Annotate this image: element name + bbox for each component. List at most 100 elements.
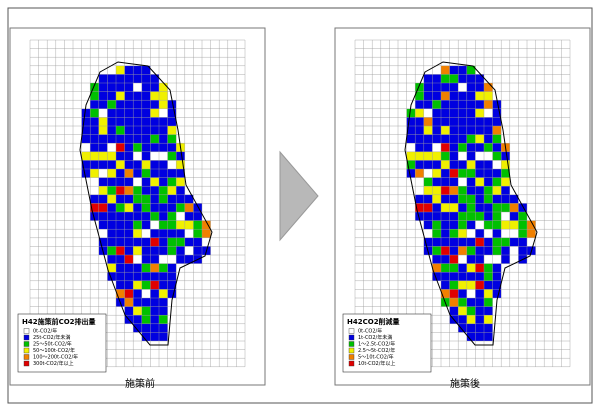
- map-cell: [415, 143, 424, 152]
- map-cell: [98, 134, 108, 144]
- map-cell: [159, 237, 168, 247]
- map-cell: [423, 151, 433, 161]
- map-cell: [81, 134, 91, 144]
- map-cell: [475, 91, 484, 101]
- map-cell: [124, 203, 134, 212]
- map-cell: [449, 203, 459, 212]
- map-cell: [167, 134, 177, 144]
- map-cell: [406, 151, 416, 161]
- map-cell: [449, 289, 459, 298]
- map-cell: [484, 280, 493, 290]
- map-cell: [141, 212, 151, 221]
- map-cell: [484, 237, 493, 247]
- map-cell: [141, 323, 151, 333]
- map-cell: [475, 151, 484, 161]
- map-cell: [141, 315, 151, 324]
- map-cell: [432, 117, 441, 126]
- map-cell: [133, 255, 142, 264]
- legend-swatch: [348, 334, 355, 341]
- map-cell: [484, 212, 493, 221]
- map-cell: [159, 280, 168, 290]
- map-cell: [107, 100, 116, 109]
- map-cell: [176, 169, 185, 178]
- map-cell: [167, 126, 177, 135]
- map-cell: [475, 177, 484, 187]
- map-cell: [441, 100, 450, 109]
- map-cell: [90, 160, 99, 169]
- map-cell: [116, 74, 125, 83]
- map-cell: [133, 315, 142, 324]
- map-cell: [193, 220, 202, 230]
- map-cell: [492, 100, 502, 109]
- map-cell: [159, 315, 168, 324]
- map-cell: [492, 203, 502, 212]
- map-cell: [466, 272, 476, 281]
- map-cell: [518, 203, 527, 212]
- map-cell: [176, 229, 185, 238]
- map-cell: [466, 323, 476, 333]
- map-cell: [466, 134, 476, 144]
- map-cell: [509, 194, 519, 204]
- map-cell: [116, 194, 125, 204]
- map-cell: [150, 160, 159, 169]
- caption: 施策後: [450, 377, 480, 390]
- map-cell: [133, 306, 142, 316]
- map-cell: [475, 160, 484, 169]
- map-cell: [432, 100, 441, 109]
- map-cell: [415, 186, 424, 195]
- map-cell: [441, 91, 450, 101]
- map-cell: [432, 108, 441, 118]
- map-cell: [124, 108, 134, 118]
- map-cell: [466, 289, 476, 298]
- map-cell: [141, 280, 151, 290]
- map-cell: [501, 203, 510, 212]
- map-cell: [90, 126, 99, 135]
- map-cell: [184, 220, 194, 230]
- map-cell: [492, 272, 502, 281]
- map-cell: [133, 169, 142, 178]
- map-cell: [484, 272, 493, 281]
- map-cell: [141, 246, 151, 255]
- map-cell: [107, 74, 116, 83]
- map-cell: [432, 220, 441, 230]
- map-cell: [124, 255, 134, 264]
- map-cell: [415, 100, 424, 109]
- map-cell: [159, 306, 168, 316]
- map-cell: [133, 177, 142, 187]
- map-cell: [475, 306, 484, 316]
- map-cell: [124, 83, 134, 92]
- legend-label: 100～200t-CO2/年: [33, 354, 78, 361]
- map-cell: [133, 323, 142, 333]
- map-cell: [492, 280, 502, 290]
- map-cell: [159, 100, 168, 109]
- map-cell: [141, 229, 151, 238]
- map-cell: [107, 229, 116, 238]
- map-cell: [458, 91, 467, 101]
- map-cell: [90, 117, 99, 126]
- map-cell: [492, 194, 502, 204]
- map-cell: [492, 169, 502, 178]
- map-cell: [124, 272, 134, 281]
- map-cell: [518, 229, 527, 238]
- map-cell: [466, 263, 476, 273]
- map-cell: [475, 83, 484, 92]
- map-cell: [449, 91, 459, 101]
- map-cell: [98, 91, 108, 101]
- map-cell: [475, 280, 484, 290]
- map-cell: [423, 169, 433, 178]
- map-cell: [107, 160, 116, 169]
- map-cell: [466, 151, 476, 161]
- map-cell: [133, 212, 142, 221]
- map-cell: [475, 117, 484, 126]
- map-cell: [176, 237, 185, 247]
- map-cell: [167, 203, 177, 212]
- map-cell: [466, 280, 476, 290]
- map-cell: [475, 289, 484, 298]
- map-cell: [167, 237, 177, 247]
- map-cell: [150, 255, 159, 264]
- map-cell: [90, 177, 99, 187]
- map-cell: [415, 108, 424, 118]
- map-cell: [193, 229, 202, 238]
- map-cell: [176, 194, 185, 204]
- map-cell: [406, 143, 416, 152]
